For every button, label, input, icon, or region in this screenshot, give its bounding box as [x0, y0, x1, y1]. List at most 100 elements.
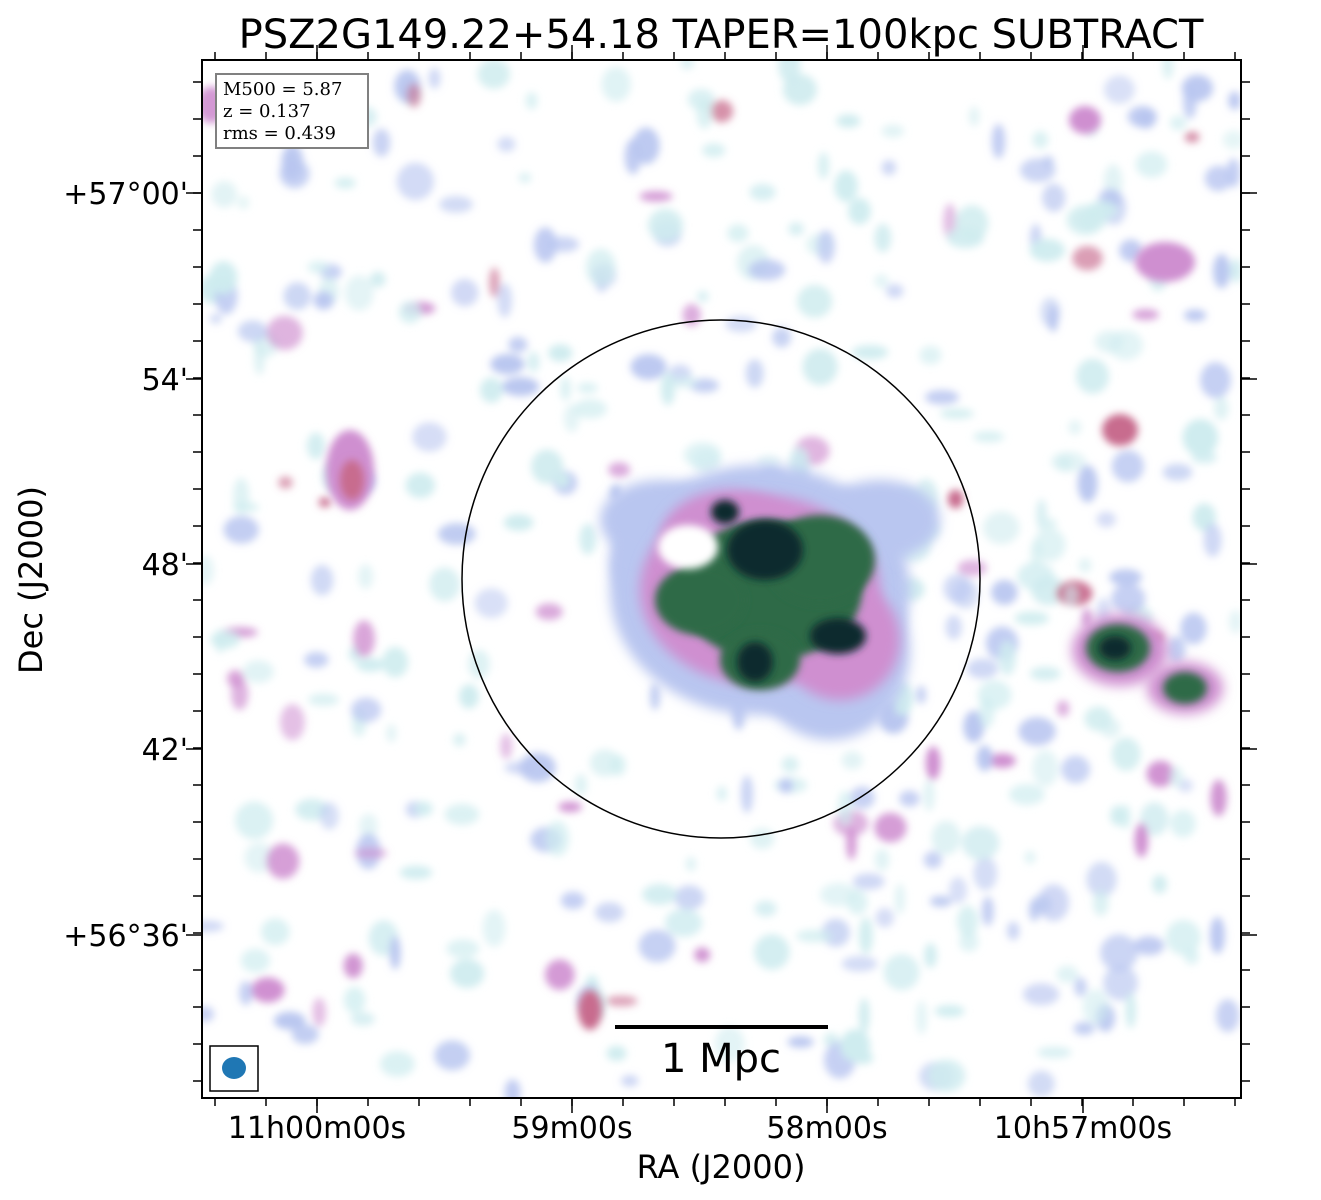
noise-blob: [881, 160, 897, 176]
noise-blob: [837, 790, 853, 826]
noise-blob: [1082, 989, 1110, 1025]
noise-blob: [545, 820, 570, 857]
noise-blob: [660, 372, 676, 406]
beam-indicator: [209, 1045, 259, 1092]
noise-blob: [1204, 165, 1232, 192]
noise-blob: [702, 143, 726, 158]
noise-blob: [451, 278, 479, 307]
noise-blob: [1228, 91, 1241, 110]
noise-blob: [577, 382, 598, 394]
noise-blob: [1210, 779, 1227, 817]
noise-blob: [437, 523, 476, 545]
noise-blob: [649, 682, 661, 711]
noise-blob: [449, 959, 485, 988]
noise-blob: [924, 943, 937, 968]
noise-blob: [412, 422, 447, 452]
noise-blob: [308, 693, 339, 706]
noise-blob: [519, 752, 556, 783]
noise-blob: [350, 1012, 375, 1026]
noise-blob: [1103, 75, 1135, 104]
scale-bar-label: 1 Mpc: [661, 1036, 781, 1082]
noise-blob: [574, 774, 588, 796]
info-rms: rms = 0.439: [223, 123, 336, 144]
noise-blob: [1061, 755, 1091, 784]
noise-blob: [1103, 965, 1138, 1001]
noise-blob: [372, 128, 391, 157]
noise-blob: [1203, 523, 1222, 557]
noise-blob: [957, 559, 987, 577]
noise-blob: [697, 290, 709, 303]
noise-blob: [674, 885, 705, 910]
noise-blob: [1228, 610, 1241, 634]
noise-blob: [1042, 155, 1054, 168]
noise-blob: [1029, 238, 1066, 262]
noise-blob: [508, 336, 528, 353]
noise-blob: [977, 680, 1012, 710]
r500-circle: [461, 319, 981, 839]
noise-blob: [664, 908, 703, 937]
noise-blob: [291, 1024, 319, 1045]
noise-blob: [632, 127, 660, 165]
noise-blob: [1209, 916, 1225, 954]
noise-blob: [594, 902, 625, 923]
noise-blob: [638, 929, 676, 963]
noise-blob: [414, 801, 433, 817]
noise-blob: [546, 236, 580, 253]
noise-blob: [834, 170, 858, 202]
noise-blob: [1037, 1046, 1072, 1059]
noise-blob: [916, 1000, 927, 1035]
noise-blob: [1182, 418, 1219, 457]
noise-blob: [968, 106, 980, 127]
noise-blob: [533, 227, 557, 263]
noise-blob: [1024, 850, 1036, 864]
noise-blob: [1056, 965, 1079, 983]
west-source-core: [340, 460, 364, 500]
noise-blob: [406, 83, 422, 108]
noise-blob: [858, 997, 870, 1034]
noise-blob: [231, 677, 249, 711]
scale-bar: 1 Mpc: [615, 1025, 828, 1082]
noise-blob: [254, 341, 265, 376]
noise-blob: [1213, 396, 1229, 421]
noise-blob: [428, 67, 441, 89]
noise-blob: [490, 354, 525, 375]
noise-blob: [1132, 309, 1160, 321]
noise-blob: [434, 1040, 470, 1071]
noise-blob: [1134, 822, 1149, 858]
noise-blob: [601, 66, 631, 102]
halo-core: [655, 565, 745, 635]
noise-blob: [1036, 498, 1047, 531]
noise-blob: [319, 802, 339, 830]
noise-blob: [998, 640, 1016, 676]
noise-blob: [554, 472, 570, 489]
noise-blob: [1152, 874, 1168, 894]
noise-blob: [304, 651, 329, 668]
noise-blob: [976, 745, 993, 772]
noise-blob: [1127, 105, 1157, 128]
noise-blob: [525, 92, 538, 110]
noise-blob: [899, 790, 920, 807]
beam-ellipse: [222, 1057, 246, 1079]
plot-frame: [201, 59, 1242, 1099]
noise-blob: [966, 658, 999, 679]
noise-blob: [1056, 700, 1070, 717]
noise-blob: [1068, 420, 1082, 435]
noise-blob: [489, 267, 500, 298]
noise-blob: [453, 733, 466, 747]
noise-blob: [1200, 362, 1231, 399]
noise-blob: [1108, 330, 1144, 361]
noise-blob: [1032, 131, 1049, 149]
noise-blob: [1133, 936, 1165, 956]
noise-blob: [1180, 612, 1207, 645]
noise-blob: [242, 660, 274, 683]
noise-blob: [836, 114, 861, 128]
noise-blob: [261, 918, 290, 946]
noise-blob: [343, 953, 363, 979]
x-tick-label: 59m00s: [511, 1111, 632, 1146]
noise-blob: [280, 704, 305, 741]
noise-blob: [1042, 183, 1066, 212]
halo-peak: [711, 500, 739, 524]
noise-blob: [991, 579, 1018, 605]
noise-blob: [1027, 1070, 1055, 1098]
